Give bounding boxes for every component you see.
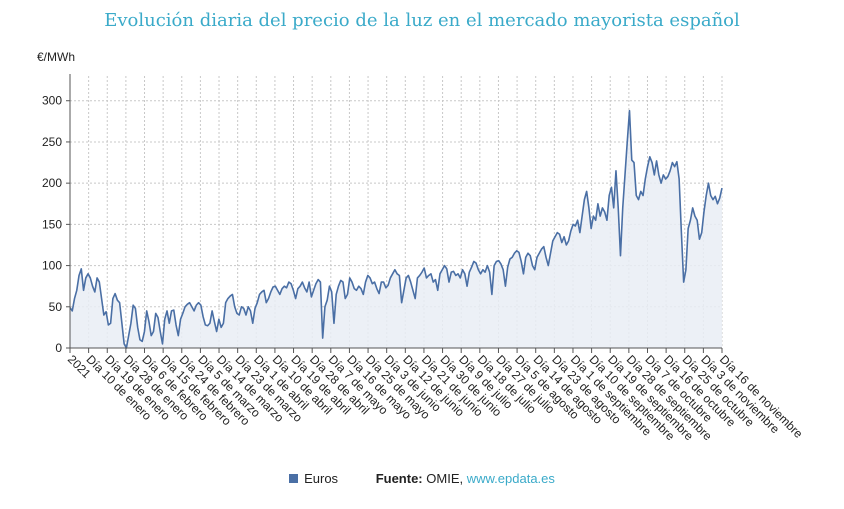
source-link[interactable]: www.epdata.es xyxy=(466,471,555,486)
legend: Euros Fuente: OMIE, www.epdata.es xyxy=(0,471,844,486)
chart-title: Evolución diaria del precio de la luz en… xyxy=(104,10,740,31)
y-tick-label: 0 xyxy=(55,341,62,355)
y-tick-label: 250 xyxy=(42,135,62,149)
series-area-euros xyxy=(70,110,722,349)
legend-swatch-euros xyxy=(289,474,299,483)
y-axis-unit: €/MWh xyxy=(37,50,75,64)
y-tick-label: 50 xyxy=(49,300,63,314)
y-tick-label: 150 xyxy=(42,217,62,231)
y-tick-label: 200 xyxy=(42,176,62,190)
legend-item-euros[interactable]: Euros xyxy=(304,471,339,486)
plot-area xyxy=(69,109,723,349)
series-line-euros[interactable] xyxy=(69,109,723,349)
y-tick-label: 300 xyxy=(42,94,62,108)
source-label: Fuente: xyxy=(375,471,423,486)
y-tick-labels: 0 50 100 150 200 250 300 xyxy=(42,94,62,355)
source-text: OMIE, xyxy=(426,471,464,486)
y-tick-label: 100 xyxy=(42,259,62,273)
axes xyxy=(66,74,723,353)
